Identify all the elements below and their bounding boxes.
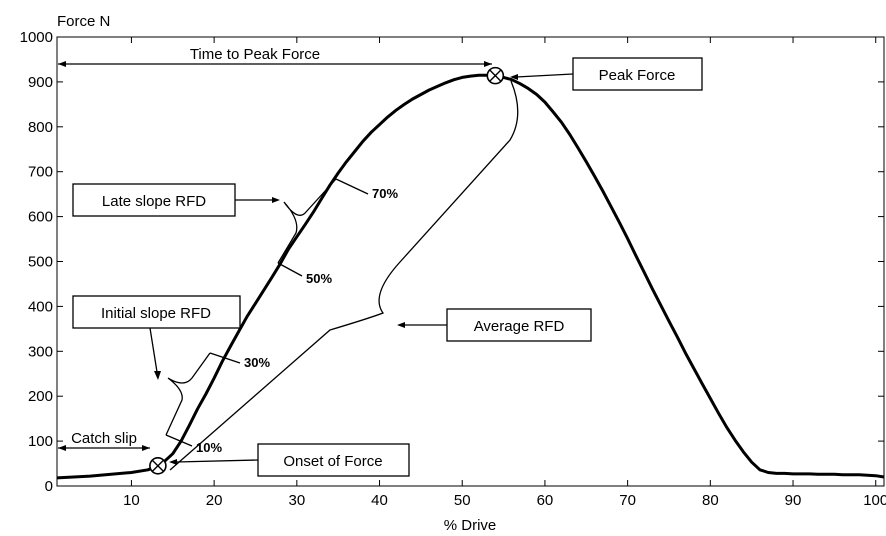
marker-cross: [151, 459, 164, 472]
x-axis-title: % Drive: [444, 517, 497, 534]
late-slope-label: Late slope RFD: [102, 193, 206, 210]
time-to-peak-label: Time to Peak Force: [190, 46, 320, 63]
x-tick-label: 40: [371, 492, 388, 509]
y-tick-label: 300: [28, 343, 53, 360]
y-tick-label: 900: [28, 74, 53, 91]
y-tick-label: 100: [28, 433, 53, 450]
markers: [149, 66, 505, 475]
marker-cross: [489, 69, 502, 82]
y-tick-label: 600: [28, 209, 53, 226]
x-tick-label: 50: [454, 492, 471, 509]
series-line-force: [56, 73, 885, 480]
y-tick-label: 700: [28, 164, 53, 181]
y-tick-label: 500: [28, 254, 53, 271]
plot-frame: [56, 36, 885, 487]
onset-annotation: Onset of Force: [169, 443, 410, 477]
x-tick-label: 30: [288, 492, 305, 509]
x-tick-label: 70: [619, 492, 636, 509]
x-tick-label: 90: [785, 492, 802, 509]
initial-slope-annotation: Initial slope RFD 30% 10%: [72, 295, 270, 455]
catch-slip-label: Catch slip: [71, 430, 137, 447]
x-tick-label: 10: [123, 492, 140, 509]
pct-50-label: 50%: [306, 271, 332, 286]
catch-slip-annotation: Catch slip: [58, 430, 150, 451]
late-slope-annotation: Late slope RFD 70% 50%: [72, 178, 398, 286]
pct-70-label: 70%: [372, 186, 398, 201]
y-tick-label: 200: [28, 388, 53, 405]
x-tick-label: 60: [537, 492, 554, 509]
x-tick-label: 100: [863, 492, 886, 509]
average-rfd-label: Average RFD: [474, 318, 565, 335]
y-axis-title: Force N: [57, 13, 110, 30]
time-to-peak-annotation: Time to Peak Force: [58, 46, 492, 67]
peak-force-annotation: Peak Force: [510, 57, 703, 91]
x-tick-label: 20: [206, 492, 223, 509]
onset-label: Onset of Force: [283, 453, 382, 470]
pct-10-label: 10%: [196, 440, 222, 455]
axis-tick-labels: 10 20 30 40 50 60 70 80 90 1000100200300400500600…: [20, 29, 886, 509]
average-rfd-annotation: Average RFD: [169, 80, 592, 471]
y-tick-label: 800: [28, 119, 53, 136]
axis-ticks: [57, 36, 884, 487]
y-tick-label: 400: [28, 298, 53, 315]
peak-force-label: Peak Force: [599, 67, 676, 84]
y-tick-label: 0: [45, 478, 53, 495]
y-tick-label: 1000: [20, 29, 53, 46]
initial-slope-label: Initial slope RFD: [101, 305, 211, 322]
pct-30-label: 30%: [244, 355, 270, 370]
x-tick-label: 80: [702, 492, 719, 509]
